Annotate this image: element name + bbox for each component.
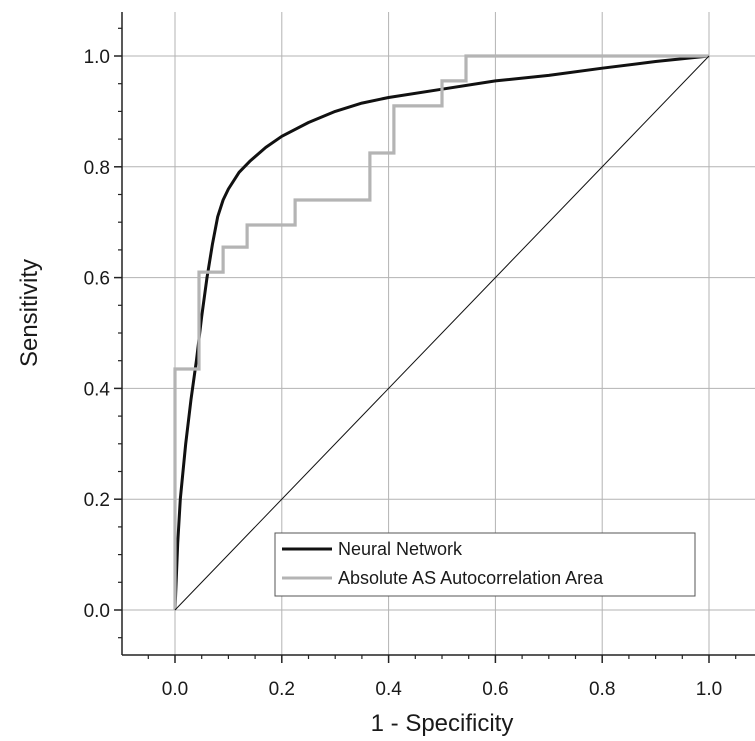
x-tick-label-0: 0.0	[162, 679, 188, 700]
series-lines	[173, 54, 710, 611]
axes	[114, 12, 755, 663]
y-tick-label-3: 0.6	[84, 269, 110, 290]
reference-diagonal-line	[174, 55, 710, 611]
x-tick-label-2: 0.4	[375, 679, 402, 700]
y-tick-label-5: 1.0	[84, 47, 110, 68]
tick-labels: 0.0 0.2 0.4 0.6 0.8 1.0 0.0 0.2 0.4 0.6 0.8 1.0	[84, 47, 723, 700]
x-tick-label-1: 0.2	[269, 679, 295, 700]
x-tick-label-4: 0.8	[589, 679, 615, 700]
x-tick-label-3: 0.6	[482, 679, 508, 700]
legend: Neural Network Absolute AS Autocorrelati…	[274, 532, 696, 597]
legend-label-absolute-as-autocorrelation-area: Absolute AS Autocorrelation Area	[338, 568, 604, 588]
series-line-neural-network	[173, 54, 710, 611]
y-tick-label-2: 0.4	[84, 379, 111, 400]
x-axis-title: 1 - Specificity	[371, 710, 514, 737]
x-tick-label-5: 1.0	[696, 679, 722, 700]
legend-label-neural-network: Neural Network	[338, 539, 463, 559]
y-axis-title: Sensitivity	[16, 259, 43, 367]
y-tick-label-1: 0.2	[84, 490, 110, 511]
series-line-absolute-as-autocorrelation-area	[173, 54, 709, 610]
legend-box	[274, 532, 696, 597]
grid	[122, 12, 755, 655]
y-tick-label-0: 0.0	[84, 601, 110, 622]
y-tick-label-4: 0.8	[84, 158, 110, 179]
